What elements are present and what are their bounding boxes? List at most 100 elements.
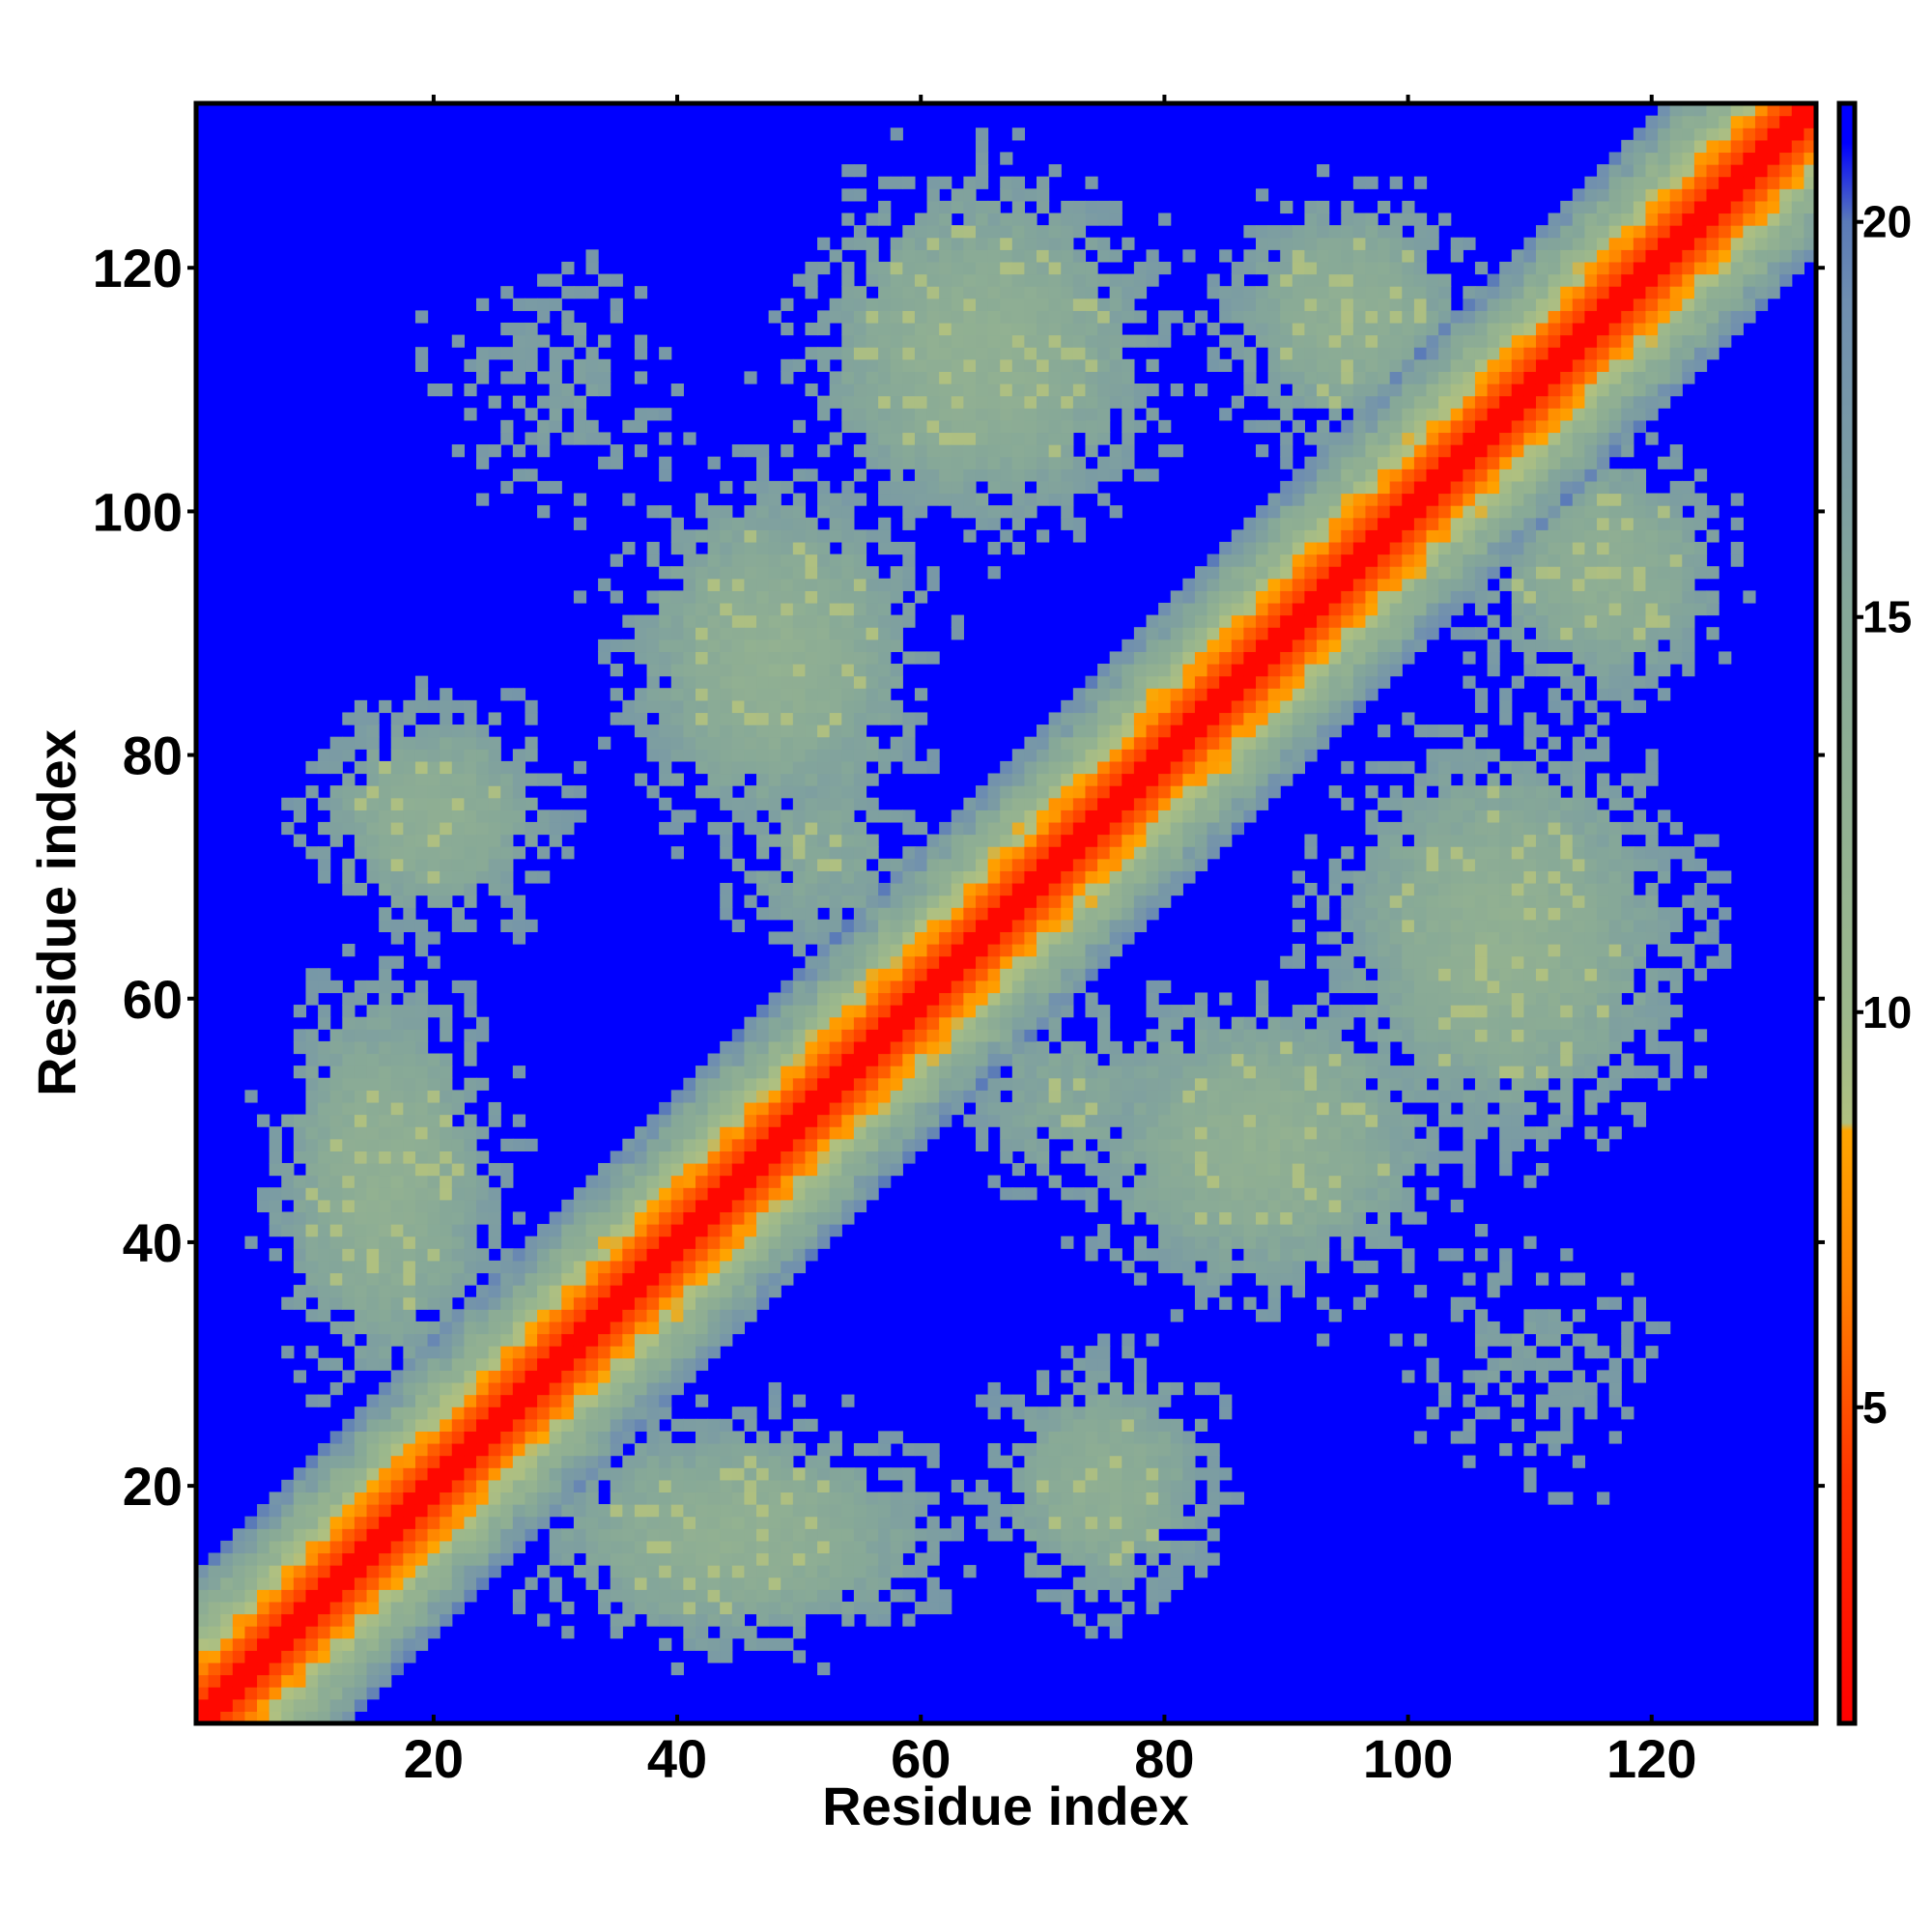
heatmap-cell — [1097, 1224, 1111, 1237]
heatmap-cell — [914, 1016, 928, 1030]
heatmap-cell — [731, 699, 746, 714]
heatmap-cell — [902, 432, 916, 445]
heatmap-cell — [926, 249, 940, 263]
heatmap-cell — [610, 1296, 623, 1310]
heatmap-cell — [829, 395, 842, 409]
heatmap-cell — [987, 408, 1001, 421]
heatmap-cell — [987, 456, 1001, 469]
heatmap-cell — [805, 1479, 818, 1493]
heatmap-cell — [659, 469, 672, 482]
heatmap-cell — [975, 225, 989, 239]
heatmap-cell — [975, 456, 989, 469]
heatmap-cell — [390, 1613, 404, 1627]
heatmap-cell — [731, 1175, 746, 1188]
heatmap-cell — [500, 1309, 514, 1322]
heatmap-cell — [670, 1126, 684, 1140]
heatmap-cell — [610, 1577, 623, 1590]
heatmap-cell — [866, 1101, 879, 1116]
heatmap-cell — [318, 1236, 331, 1249]
heatmap-cell — [781, 614, 794, 628]
heatmap-cell — [1109, 1077, 1122, 1091]
heatmap-cell — [817, 1224, 831, 1237]
heatmap-cell — [414, 797, 429, 810]
heatmap-cell — [414, 1211, 429, 1225]
heatmap-cell — [792, 541, 807, 555]
heatmap-cell — [890, 347, 903, 360]
heatmap-cell — [731, 1187, 746, 1201]
heatmap-cell — [525, 1248, 538, 1262]
heatmap-cell — [1072, 1418, 1087, 1432]
heatmap-cell — [512, 298, 526, 311]
heatmap-cell — [805, 882, 818, 896]
heatmap-cell — [1000, 821, 1013, 836]
heatmap-cell — [829, 1479, 842, 1493]
heatmap-cell — [427, 1285, 440, 1298]
heatmap-cell — [329, 1540, 343, 1554]
heatmap-cell — [379, 1528, 392, 1542]
heatmap-cell — [342, 749, 355, 762]
heatmap-cell — [1011, 358, 1026, 372]
heatmap-cell — [390, 1296, 404, 1310]
heatmap-cell — [720, 1504, 733, 1518]
heatmap-cell — [354, 1552, 368, 1566]
heatmap-cell — [525, 1138, 538, 1151]
heatmap-cell — [987, 968, 1001, 981]
heatmap-cell — [488, 821, 501, 836]
heatmap-cell — [817, 1565, 831, 1578]
heatmap-cell — [768, 1236, 781, 1249]
heatmap-cell — [731, 1138, 746, 1151]
heatmap-cell — [1097, 1552, 1111, 1566]
heatmap-cell — [866, 1442, 879, 1457]
heatmap-cell — [1011, 1065, 1026, 1079]
heatmap-cell — [1097, 310, 1111, 324]
heatmap-cell — [1109, 505, 1122, 519]
heatmap-cell — [414, 1394, 429, 1407]
heatmap-cell — [427, 1114, 440, 1127]
heatmap-cell — [1122, 1394, 1135, 1407]
heatmap-cell — [1072, 200, 1087, 214]
heatmap-cell — [1146, 980, 1159, 994]
heatmap-cell — [805, 1504, 818, 1518]
heatmap-cell — [1158, 749, 1172, 762]
heatmap-cell — [707, 1090, 721, 1103]
heatmap-cell — [720, 1528, 733, 1542]
heatmap-cell — [464, 1175, 477, 1188]
heatmap-cell — [354, 1016, 368, 1030]
heatmap-cell — [817, 846, 831, 860]
heatmap-cell — [1085, 444, 1098, 458]
heatmap-cell — [1072, 821, 1087, 836]
heatmap-cell — [1170, 1479, 1183, 1493]
heatmap-cell — [902, 760, 916, 775]
heatmap-cell — [707, 1577, 721, 1590]
heatmap-cell — [1146, 870, 1159, 884]
heatmap-cell — [464, 858, 477, 871]
heatmap-cell — [646, 590, 660, 604]
heatmap-cell — [768, 1479, 781, 1493]
heatmap-cell — [841, 237, 855, 250]
heatmap-cell — [756, 688, 770, 701]
heatmap-cell — [781, 1175, 794, 1188]
heatmap-cell — [866, 213, 879, 226]
heatmap-cell — [866, 1029, 879, 1042]
heatmap-cell — [488, 1272, 501, 1286]
heatmap-cell — [537, 1296, 551, 1310]
heatmap-cell — [1170, 1504, 1183, 1518]
heatmap-cell — [500, 858, 514, 871]
heatmap-cell — [975, 810, 989, 823]
heatmap-cell — [720, 749, 733, 762]
heatmap-cell — [329, 1613, 343, 1627]
heatmap-cell — [329, 749, 343, 762]
heatmap-cell — [318, 1442, 331, 1457]
heatmap-cell — [951, 846, 964, 860]
heatmap-cell — [476, 371, 490, 384]
heatmap-cell — [744, 1309, 757, 1322]
heatmap-cell — [1085, 1442, 1098, 1457]
heatmap-cell — [1037, 810, 1050, 823]
heatmap-cell — [744, 1065, 757, 1079]
heatmap-cell — [866, 931, 879, 945]
heatmap-cell — [500, 347, 514, 360]
heatmap-cell — [939, 298, 952, 311]
heatmap-cell — [781, 1162, 794, 1177]
heatmap-cell — [792, 1418, 807, 1432]
heatmap-cell — [1158, 1101, 1172, 1116]
